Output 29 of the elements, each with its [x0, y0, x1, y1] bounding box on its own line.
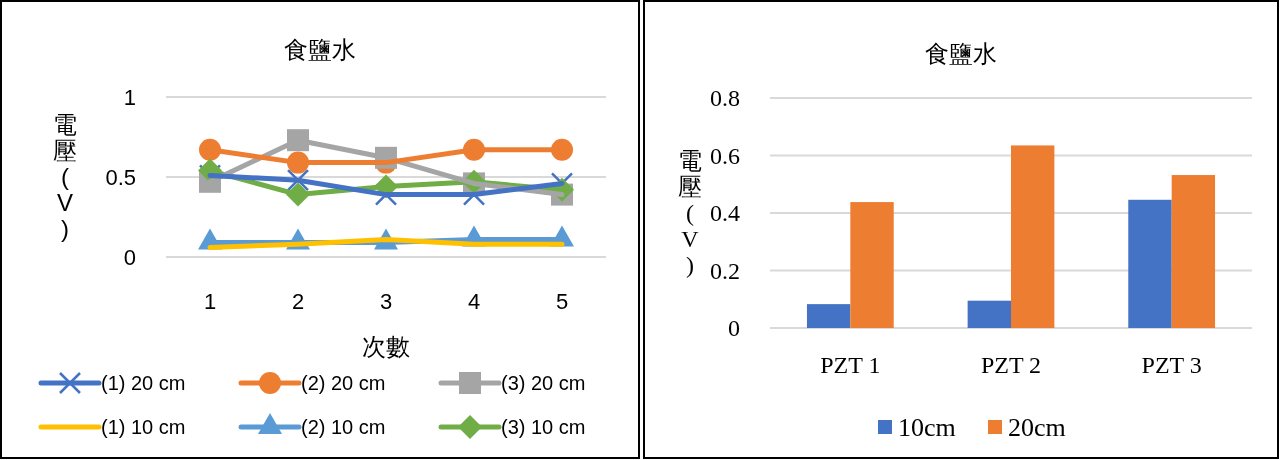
x-tick-label: 1	[203, 289, 217, 314]
y-tick-label: 0.5	[105, 165, 136, 190]
x-axis-title: 次數	[362, 333, 410, 360]
y-tick-label: 0	[728, 315, 740, 341]
y-tick-label: 0	[123, 245, 136, 270]
legend-label: (1) 20 cm	[101, 372, 186, 394]
legend-label: (3) 10 cm	[501, 416, 586, 438]
legend-label: (2) 10 cm	[301, 416, 386, 438]
x-tick-label: PZT 1	[820, 352, 881, 378]
y-tick-label: 0.8	[710, 85, 740, 111]
y-tick-label: 0.6	[710, 142, 740, 169]
chart-title: 食鹽水	[284, 36, 356, 63]
legend-label: (1) 10 cm	[101, 416, 186, 438]
x-tick-label: PZT 2	[980, 352, 1042, 378]
x-tick-label: 2	[291, 289, 305, 314]
y-tick-label: 0.2	[710, 257, 740, 284]
x-tick-label: 4	[467, 289, 481, 314]
y-tick-label: 1	[123, 85, 136, 110]
y-axis-title: 電壓(V)	[678, 148, 702, 278]
legend-label: 20cm	[1008, 413, 1066, 442]
x-tick-label: 5	[555, 289, 569, 314]
chart-title: 食鹽水	[925, 41, 997, 67]
y-axis-title: 電壓 (V)	[53, 111, 77, 242]
y-tick-label: 0.4	[710, 200, 740, 226]
legend-label: (3) 20 cm	[501, 372, 586, 394]
legend-label: (2) 20 cm	[301, 372, 386, 394]
x-tick-label: PZT 3	[1141, 352, 1202, 378]
x-tick-label: 3	[379, 289, 393, 314]
legend-label: 10cm	[898, 413, 956, 442]
